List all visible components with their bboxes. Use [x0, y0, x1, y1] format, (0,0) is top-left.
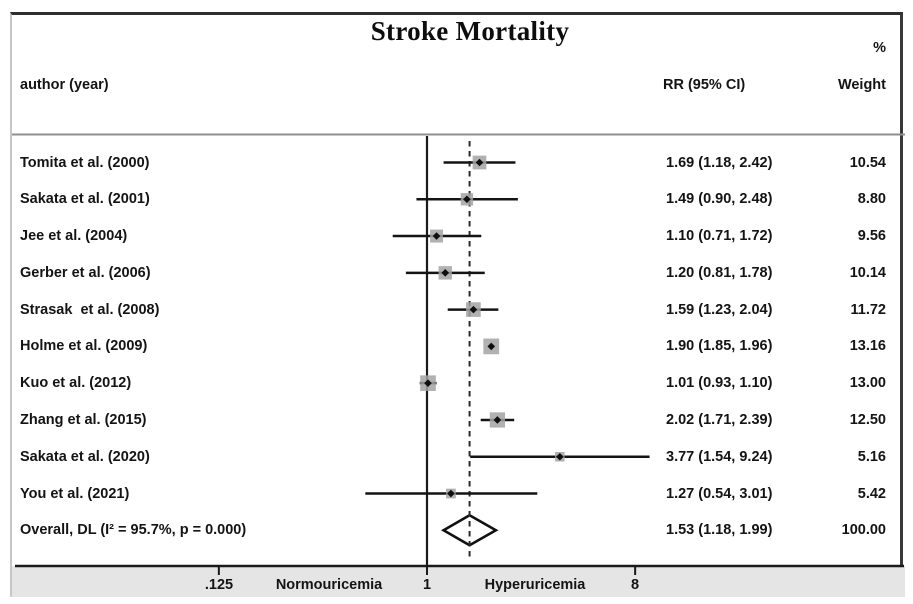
normouricemia-region-label: Normouricemia [275, 577, 383, 593]
study-label: Sakata et al. (2001) [20, 191, 150, 207]
study-weight: 13.16 [849, 338, 886, 354]
study-rr-ci: 2.02 (1.71, 2.39) [666, 412, 773, 428]
rr-column-header: RR (95% CI) [663, 77, 746, 93]
study-rr-ci: 1.59 (1.23, 2.04) [666, 302, 773, 318]
x-axis-tick-label: 8 [630, 577, 640, 593]
study-rr-ci: 1.20 (0.81, 1.78) [666, 265, 773, 281]
study-label: Holme et al. (2009) [20, 338, 148, 354]
point-estimate-marker [424, 379, 432, 387]
study-weight: 10.14 [849, 265, 886, 281]
study-weight: 9.56 [857, 228, 886, 244]
study-label: Sakata et al. (2020) [20, 449, 150, 465]
study-label: Zhang et al. (2015) [20, 412, 147, 428]
study-rr-ci: 1.01 (0.93, 1.10) [666, 375, 773, 391]
study-weight: 5.42 [857, 486, 886, 502]
study-rr-ci: 1.90 (1.85, 1.96) [666, 338, 773, 354]
study-weight: 12.50 [849, 412, 886, 428]
study-weight: 5.16 [857, 449, 886, 465]
overall-rr-ci: 1.53 (1.18, 1.99) [666, 522, 773, 538]
axis-footer-band [12, 566, 905, 597]
overall-label: Overall, DL (I² = 95.7%, p = 0.000) [20, 522, 247, 538]
study-label: Jee et al. (2004) [20, 228, 128, 244]
overall-diamond [440, 513, 499, 547]
study-weight: 11.72 [850, 302, 887, 318]
study-weight: 13.00 [849, 375, 886, 391]
x-axis-tick-label: 1 [422, 577, 432, 593]
study-label: Kuo et al. (2012) [20, 375, 132, 391]
study-weight: 10.54 [849, 155, 886, 171]
figure-border [10, 12, 903, 597]
study-label: You et al. (2021) [20, 486, 130, 502]
x-axis-tick-label: .125 [204, 577, 234, 593]
weight-column-header: Weight [837, 77, 886, 93]
overall-weight: 100.00 [841, 522, 886, 538]
point-estimate-marker [493, 416, 502, 424]
point-estimate-marker [432, 232, 441, 240]
percent-column-header: % [873, 40, 886, 56]
point-estimate-marker [463, 195, 471, 204]
point-estimate-marker [475, 158, 484, 167]
study-rr-ci: 1.69 (1.18, 2.42) [666, 155, 773, 171]
point-estimate-marker [441, 269, 450, 277]
point-estimate-marker [556, 452, 564, 461]
study-label: Strasak et al. (2008) [20, 302, 160, 318]
study-label: Gerber et al. (2006) [20, 265, 151, 281]
point-estimate-marker [487, 342, 496, 351]
study-rr-ci: 3.77 (1.54, 9.24) [666, 449, 773, 465]
hyperuricemia-region-label: Hyperuricemia [484, 577, 586, 593]
study-label: Tomita et al. (2000) [20, 155, 150, 171]
point-estimate-marker [447, 489, 455, 498]
chart-title: Stroke Mortality [370, 16, 570, 46]
study-rr-ci: 1.10 (0.71, 1.72) [666, 228, 773, 244]
author-column-header: author (year) [20, 77, 109, 93]
study-rr-ci: 1.27 (0.54, 3.01) [666, 486, 773, 502]
point-estimate-marker [469, 305, 478, 314]
study-weight: 8.80 [857, 191, 886, 207]
study-rr-ci: 1.49 (0.90, 2.48) [666, 191, 773, 207]
